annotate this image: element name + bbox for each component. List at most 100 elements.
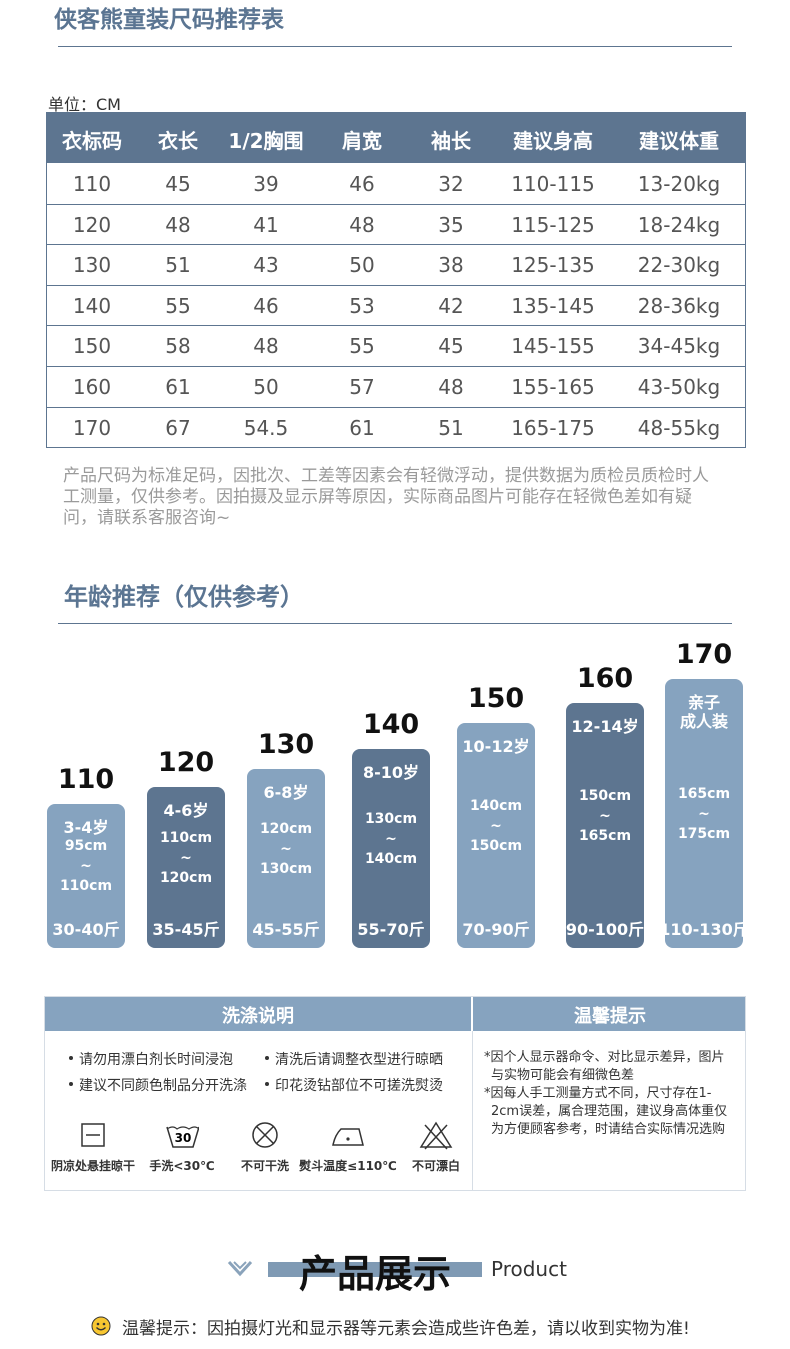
card-size: 150 bbox=[467, 683, 525, 714]
cell: 125-135 bbox=[511, 253, 595, 278]
unit: 单位：CM bbox=[48, 95, 121, 114]
card-weight: 45-55斤 bbox=[252, 920, 320, 939]
cell: 45 bbox=[438, 334, 464, 359]
care-label: 熨斗温度≤110℃ bbox=[299, 1159, 397, 1173]
cell: 51 bbox=[165, 253, 191, 278]
age-card: 10-12岁 140cm ~150cm 70-90斤 bbox=[457, 723, 535, 948]
header-cell: 衣标码 bbox=[62, 129, 122, 153]
care-item: 清洗后请调整衣型进行晾晒 bbox=[263, 1049, 443, 1069]
cell: 155-165 bbox=[511, 375, 595, 399]
care-box: 洗涤说明 温馨提示 请勿用漂白剂长时间浸泡 清洗后请调整衣型进行晾晒 建议不同颜色制… bbox=[44, 996, 746, 1191]
cell: 46 bbox=[349, 172, 375, 196]
cell: 140 bbox=[72, 293, 112, 318]
card-age: 4-6岁 bbox=[163, 801, 209, 820]
card-age: 10-12岁 bbox=[462, 737, 530, 756]
card-height: 120cm bbox=[159, 869, 213, 886]
card-height: ~ bbox=[490, 817, 502, 834]
care-item: 请勿用漂白剂长时间浸泡 bbox=[67, 1049, 233, 1069]
bullet bbox=[265, 1082, 269, 1086]
row-line bbox=[47, 203, 745, 205]
wash-title: 洗涤说明 bbox=[222, 1006, 294, 1027]
care-item: 印花烫钻部位不可搓洗熨烫 bbox=[263, 1075, 443, 1095]
card-height: ~ bbox=[80, 858, 92, 874]
care-icon: 30 bbox=[166, 1126, 199, 1148]
row-line bbox=[47, 406, 745, 408]
card-age: 亲子 bbox=[687, 693, 720, 712]
card-size: 130 bbox=[257, 729, 315, 760]
cell: 120 bbox=[72, 212, 112, 237]
header-cell: 建议体重 bbox=[639, 129, 719, 153]
cell: 55 bbox=[165, 293, 191, 318]
title-bar bbox=[268, 1262, 482, 1277]
card-height: 130cm bbox=[364, 810, 418, 827]
card-weight: 110-130斤 bbox=[659, 920, 749, 939]
cell: 51 bbox=[438, 415, 464, 440]
card-size: 140 bbox=[362, 709, 420, 740]
smiley-icon bbox=[91, 1316, 111, 1336]
card-weight: 35-45斤 bbox=[152, 920, 220, 939]
cell: 48 bbox=[349, 212, 375, 237]
bullet bbox=[265, 1056, 269, 1060]
cell: 53 bbox=[349, 293, 375, 318]
cell: 115-125 bbox=[511, 212, 595, 237]
cell: 48 bbox=[165, 212, 191, 237]
icon-text: 30 bbox=[175, 1131, 192, 1145]
row-line bbox=[47, 284, 745, 286]
cell: 28-36kg bbox=[637, 293, 721, 318]
cell: 110 bbox=[72, 172, 112, 196]
row-line bbox=[47, 244, 745, 246]
cell: 55 bbox=[349, 334, 375, 359]
tips-title: 温馨提示 bbox=[574, 1006, 646, 1027]
divider bbox=[58, 623, 732, 624]
cell: 67 bbox=[165, 415, 191, 440]
card-height: 165cm bbox=[578, 827, 632, 844]
card-height: 150cm bbox=[469, 837, 523, 854]
cell: 43-50kg bbox=[637, 375, 721, 399]
cell: 18-24kg bbox=[637, 212, 721, 237]
cell: 145-155 bbox=[511, 334, 595, 359]
card-weight: 90-100斤 bbox=[565, 920, 645, 939]
card-age: 3-4岁 bbox=[63, 818, 109, 837]
tip-item: *因个人显示器命令、对比显示差异，图片与实物可能会有细微色差 bbox=[484, 1050, 725, 1083]
cell: 54.5 bbox=[243, 415, 289, 440]
cell: 50 bbox=[253, 375, 279, 399]
card-height: 150cm bbox=[578, 787, 632, 804]
cell: 110-115 bbox=[511, 172, 595, 196]
card-height: ~ bbox=[385, 830, 397, 847]
care-header bbox=[45, 997, 745, 1031]
footer-text: 温馨提示：因拍摄灯光和显示器等元素会造成些许色差，请以收到实物为准! bbox=[122, 1319, 690, 1339]
card-weight: 55-70斤 bbox=[357, 920, 425, 939]
tip-item: *因每人手工测量方式不同，尺寸存在1-2cm误差，属合理范围，建议身高体重仅为方… bbox=[484, 1086, 728, 1137]
cell: 57 bbox=[349, 375, 375, 399]
header-cell: 建议身高 bbox=[513, 129, 593, 153]
cell: 46 bbox=[253, 293, 279, 318]
cell: 48 bbox=[253, 334, 279, 359]
age-card: 3-4岁 95cm ~110cm 30-40斤 bbox=[47, 804, 125, 948]
product-title: 产品展示 bbox=[298, 1252, 451, 1296]
card-age: 8-10岁 bbox=[362, 763, 420, 782]
age-card: 6-8岁 120cm ~130cm 45-55斤 bbox=[247, 769, 325, 948]
size-title: 侠客熊童装尺码推荐表 bbox=[54, 7, 284, 33]
age-card: 4-6岁 110cm ~120cm 35-45斤 bbox=[147, 787, 225, 948]
age-title: 年龄推荐（仅供参考） bbox=[64, 583, 304, 611]
card-height: ~ bbox=[280, 840, 292, 857]
age-card: 12-14岁 150cm ~165cm 90-100斤 bbox=[566, 703, 644, 948]
card-height: 130cm bbox=[259, 860, 313, 877]
care-label: 不可干洗 bbox=[240, 1159, 289, 1173]
card-age: 6-8岁 bbox=[263, 783, 309, 802]
card-age: 12-14岁 bbox=[571, 717, 639, 736]
care-label: 手洗<30℃ bbox=[149, 1159, 215, 1173]
cell: 41 bbox=[253, 212, 279, 237]
product-subtitle: Product bbox=[491, 1257, 567, 1281]
cell: 160 bbox=[72, 375, 112, 399]
care-label: 阴凉处悬挂晾干 bbox=[50, 1159, 135, 1173]
row-line bbox=[47, 325, 745, 327]
card-height: ~ bbox=[599, 807, 611, 824]
cell: 48-55kg bbox=[637, 415, 721, 440]
cell: 58 bbox=[165, 334, 191, 359]
card-size: 160 bbox=[576, 663, 634, 694]
cell: 170 bbox=[72, 415, 112, 440]
header-cell: 衣长 bbox=[158, 129, 198, 153]
card-size: 110 bbox=[57, 764, 115, 795]
